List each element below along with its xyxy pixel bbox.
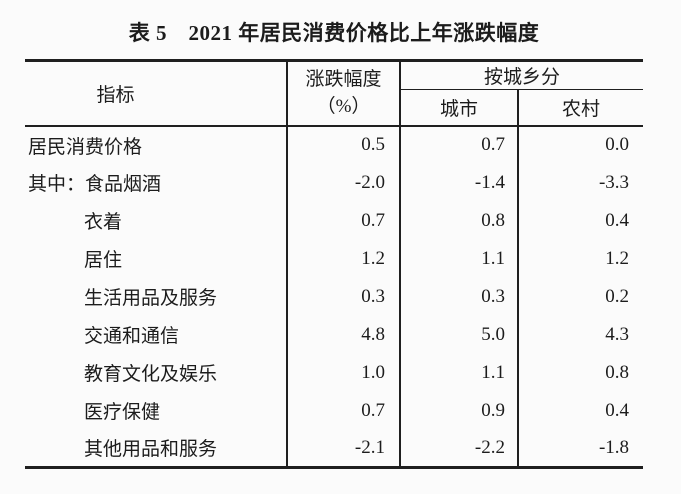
value-rural: 0.8	[605, 361, 630, 383]
value-total: -2.1	[287, 429, 401, 468]
header-indicator: 指标	[25, 60, 288, 127]
header-by-urban-rural: 按城乡分	[400, 60, 644, 90]
table-row: 生活用品及服务 0.3 0.3 0.2	[25, 277, 643, 316]
value-urban: -1.4	[400, 163, 519, 202]
value-rural: -3.3	[598, 171, 630, 193]
header-rural: 农村	[518, 89, 644, 127]
table-header: 指标 涨跌幅度 （%） 按城乡分 城市 农村	[25, 60, 644, 127]
table-row: 衣着 0.7 0.8 0.4	[25, 201, 643, 240]
value-rural: 4.3	[605, 323, 630, 345]
header-change-pct: 涨跌幅度 （%）	[287, 60, 401, 127]
value-urban: -2.2	[400, 429, 519, 468]
header-change-line1: 涨跌幅度	[305, 69, 382, 91]
value-urban: 0.8	[400, 201, 519, 240]
header-urban: 城市	[400, 89, 519, 127]
value-total: 0.5	[287, 125, 401, 164]
row-label: 居住	[25, 239, 288, 278]
table-row: 教育文化及娱乐 1.0 1.1 0.8	[25, 353, 643, 392]
table-title: 表 5 2021 年居民消费价格比上年涨跌幅度	[128, 21, 540, 45]
value-rural: 1.2	[605, 247, 630, 269]
value-total: 0.3	[287, 277, 401, 316]
value-urban: 5.0	[400, 315, 519, 354]
row-label: 其中：食品烟酒	[25, 163, 288, 202]
value-total: -2.0	[287, 163, 401, 202]
value-total: 0.7	[287, 201, 401, 240]
cpi-table: 指标 涨跌幅度 （%） 按城乡分 城市 农村 居民消费价格 0.5 0.7 0.…	[25, 59, 644, 469]
value-urban: 1.1	[400, 353, 519, 392]
value-urban: 1.1	[400, 239, 519, 278]
value-total: 0.7	[287, 391, 401, 430]
value-rural: 0.4	[605, 209, 630, 231]
value-urban: 0.3	[400, 277, 519, 316]
row-label: 教育文化及娱乐	[25, 353, 288, 392]
row-label: 生活用品及服务	[25, 277, 288, 316]
value-total: 1.0	[287, 353, 401, 392]
value-rural: -1.8	[598, 436, 630, 458]
value-rural: 0.4	[605, 399, 630, 421]
row-label: 其他用品和服务	[25, 429, 288, 468]
table-row: 其中：食品烟酒 -2.0 -1.4 -3.3	[25, 163, 643, 202]
table-row: 交通和通信 4.8 5.0 4.3	[25, 315, 643, 354]
row-label: 居民消费价格	[25, 125, 288, 164]
value-rural: 0.2	[605, 285, 630, 307]
row-label: 交通和通信	[25, 315, 288, 354]
row-label: 衣着	[25, 201, 288, 240]
row-label: 医疗保健	[25, 391, 288, 430]
table-row: 居住 1.2 1.1 1.2	[25, 239, 643, 278]
value-total: 4.8	[287, 315, 401, 354]
value-urban: 0.9	[400, 391, 519, 430]
table-body: 居民消费价格 0.5 0.7 0.0 其中：食品烟酒 -2.0 -1.4 -3.…	[25, 125, 643, 468]
value-rural: 0.0	[605, 134, 630, 155]
value-total: 1.2	[287, 239, 401, 278]
table-row: 医疗保健 0.7 0.9 0.4	[25, 391, 643, 430]
table-row: 其他用品和服务 -2.1 -2.2 -1.8	[25, 429, 643, 468]
table-row: 居民消费价格 0.5 0.7 0.0	[25, 125, 643, 164]
header-change-line2: （%）	[316, 96, 371, 118]
value-urban: 0.7	[400, 125, 519, 164]
